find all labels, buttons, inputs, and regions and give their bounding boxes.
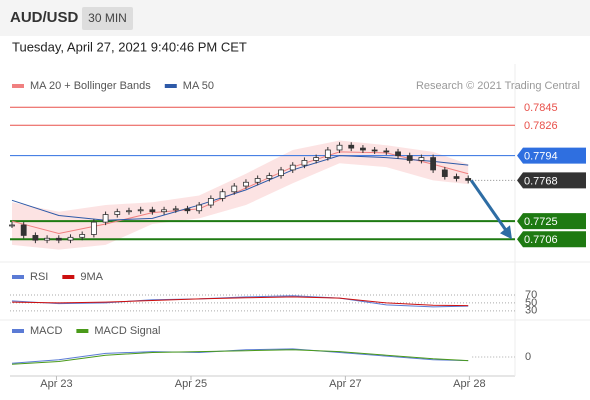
series-line: [11, 155, 469, 221]
legend-label: RSI: [30, 271, 48, 283]
candle: [441, 169, 448, 177]
candle: [254, 178, 261, 183]
candle: [243, 181, 249, 187]
interval-badge[interactable]: [82, 7, 133, 30]
candle: [207, 198, 214, 206]
candle: [289, 164, 296, 171]
candle: [44, 237, 50, 241]
candle: [149, 209, 156, 213]
level-label: 0.7794: [524, 151, 558, 163]
candle: [137, 209, 144, 212]
bollinger-band: [12, 140, 469, 250]
level-box: [517, 147, 586, 164]
candle: [32, 235, 39, 241]
candle: [418, 157, 425, 161]
legend-swatch: [164, 84, 177, 88]
level-label: 0.7768: [524, 175, 558, 187]
level-label: 0.7706: [524, 234, 558, 246]
y-tick-label: 50: [525, 297, 537, 309]
level-label: 0.7845: [524, 102, 558, 114]
forecast-arrow: [469, 179, 510, 235]
level-label: 0.7725: [524, 216, 558, 228]
candle: [184, 208, 191, 212]
candle: [20, 224, 27, 236]
candle: [360, 147, 366, 151]
legend-swatch: [62, 275, 75, 279]
candle: [266, 175, 273, 179]
legend-label: MACD Signal: [94, 325, 160, 337]
legend-swatch: [12, 275, 24, 279]
legend-swatch: [76, 329, 89, 333]
series-line: [11, 295, 469, 308]
series-line: [11, 348, 469, 364]
chart-area: [0, 64, 590, 400]
interval[interactable]: 30 MIN: [88, 11, 127, 25]
candle: [371, 149, 378, 152]
legend-label: MA 50: [183, 80, 214, 92]
candle: [453, 176, 460, 179]
candle: [324, 149, 331, 158]
legend-label: 9MA: [80, 271, 103, 283]
candle: [406, 155, 413, 161]
candle: [395, 151, 401, 157]
candle: [301, 160, 308, 166]
candle: [9, 224, 15, 227]
candle: [67, 236, 74, 241]
candle: [114, 211, 121, 215]
candle: [336, 144, 343, 151]
legend-swatch: [12, 329, 24, 333]
legend-swatch: [12, 84, 24, 88]
x-tick-label: Apr 23: [40, 378, 72, 390]
candle: [102, 214, 109, 223]
legend-label: MACD: [30, 325, 62, 337]
forecast-arrowhead: [500, 225, 512, 240]
level-box: [517, 213, 586, 230]
candle: [219, 191, 226, 199]
candle: [90, 221, 97, 235]
candle: [55, 237, 62, 241]
candle: [79, 234, 86, 238]
y-tick-label: 30: [525, 305, 537, 317]
candle: [161, 209, 167, 213]
symbol: AUD/USD: [10, 9, 79, 26]
y-tick-label: 70: [525, 289, 537, 301]
level-box: [517, 231, 586, 248]
x-tick-label: Apr 28: [453, 378, 485, 390]
y-tick-label: 0: [525, 351, 531, 363]
legend-label: MA 20 + Bollinger Bands: [30, 80, 151, 92]
candle: [348, 144, 355, 149]
candle: [172, 208, 179, 211]
timestamp: Tuesday, April 27, 2021 9:40:46 PM CET: [12, 39, 247, 54]
candle: [278, 169, 284, 177]
series-line: [11, 296, 469, 307]
series-line: [11, 349, 469, 365]
candle: [430, 157, 437, 171]
x-tick-label: Apr 25: [175, 378, 207, 390]
level-box: [517, 172, 586, 189]
candle: [465, 178, 472, 181]
level-label: 0.7826: [524, 120, 558, 132]
candle: [383, 150, 390, 153]
candle: [231, 185, 238, 193]
candle: [126, 210, 132, 213]
candle: [313, 157, 320, 161]
credit: Research © 2021 Trading Central: [416, 80, 580, 92]
candle: [196, 204, 203, 212]
x-tick-label: Apr 27: [329, 378, 361, 390]
